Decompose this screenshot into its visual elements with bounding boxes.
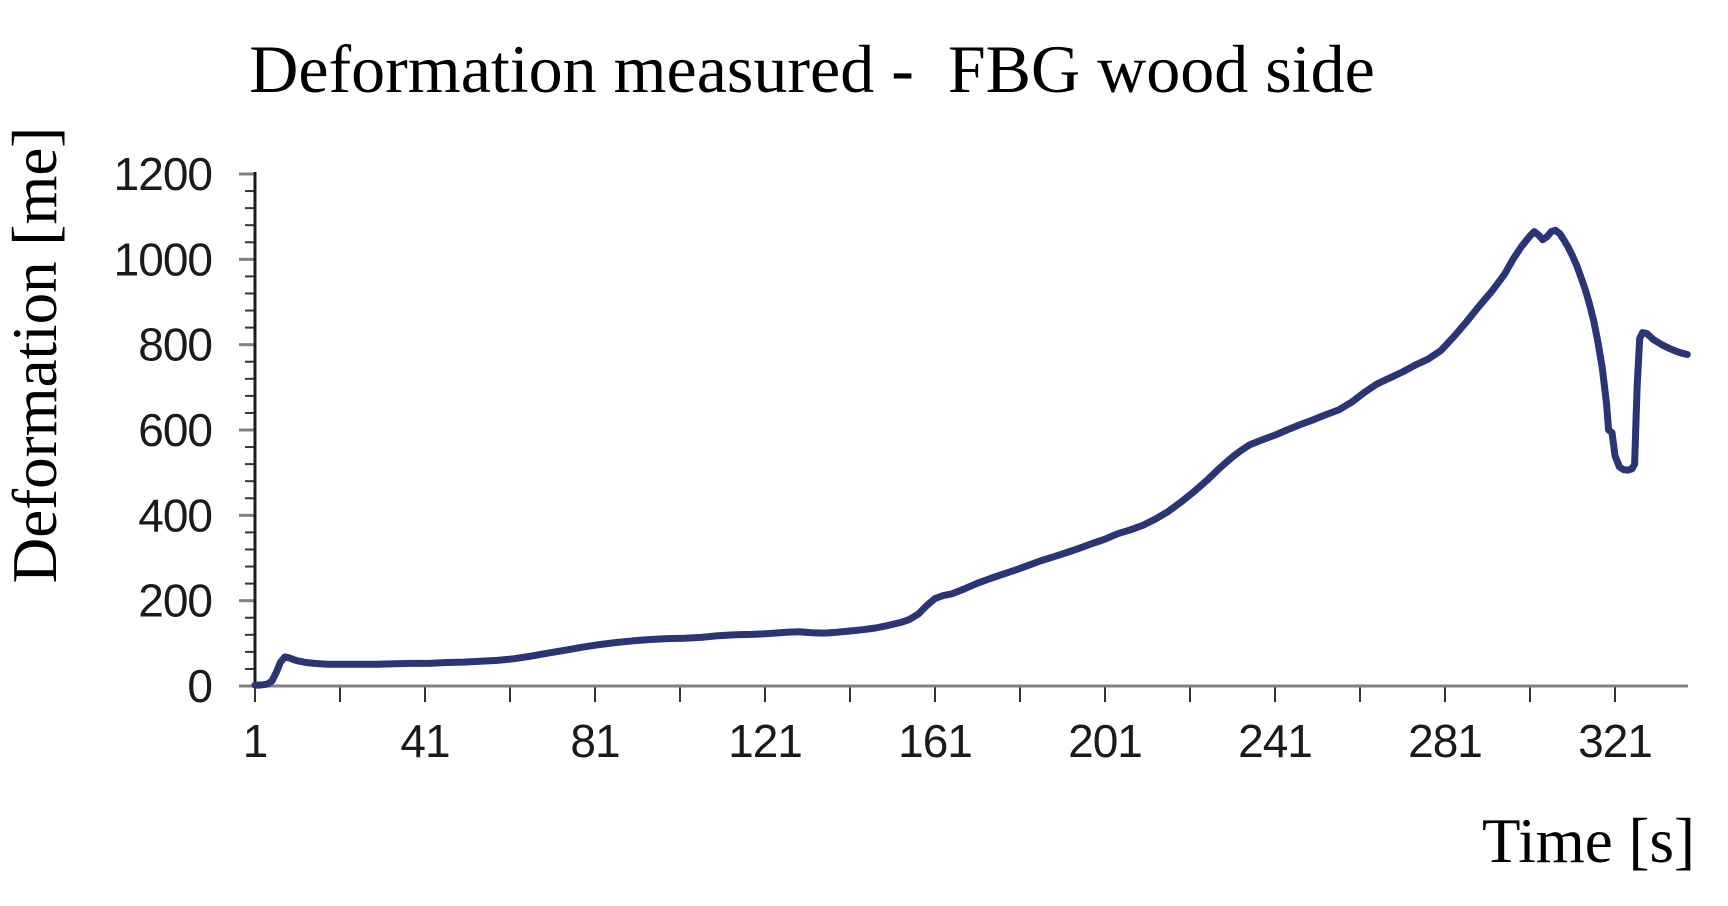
x-tick-label: 321 — [1578, 715, 1652, 767]
x-axis-tick-labels: 1 41 81 121 161 201 241 281 321 — [243, 715, 1653, 767]
x-tick-label: 201 — [1068, 715, 1142, 767]
x-tick-label: 81 — [570, 715, 619, 767]
y-tick-label: 600 — [138, 404, 212, 456]
x-tick-label: 1 — [243, 715, 268, 767]
series-group — [251, 226, 1691, 689]
series-line — [251, 226, 1691, 689]
y-axis-title: Deformation [me] — [0, 127, 70, 584]
x-tick-label: 161 — [898, 715, 972, 767]
y-tick-label: 1200 — [114, 148, 212, 200]
x-tick-label: 281 — [1408, 715, 1482, 767]
y-tick-label: 0 — [187, 660, 212, 712]
x-axis-ticks — [254, 686, 1616, 702]
y-tick-label: 1000 — [114, 233, 212, 285]
chart-title: Deformation measured - FBG wood side — [249, 31, 1375, 107]
y-tick-label: 800 — [138, 319, 212, 371]
y-axis-ticks — [239, 172, 255, 688]
x-axis-title: Time [s] — [1482, 806, 1695, 876]
y-tick-label: 200 — [138, 575, 212, 627]
x-tick-label: 41 — [400, 715, 449, 767]
x-tick-label: 241 — [1238, 715, 1312, 767]
x-tick-label: 121 — [728, 715, 802, 767]
y-axis-tick-labels: 0 200 400 600 800 1000 1200 — [114, 148, 213, 712]
y-tick-label: 400 — [138, 489, 212, 541]
